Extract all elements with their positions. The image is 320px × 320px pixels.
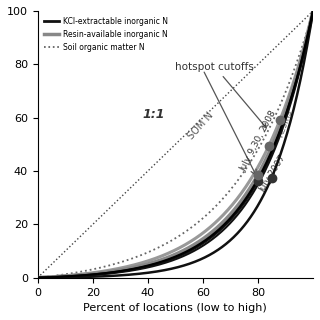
Text: July 2007: July 2007 xyxy=(258,154,288,194)
Text: SOM N: SOM N xyxy=(186,110,216,141)
Text: Resins: Resins xyxy=(276,108,294,138)
Text: 1:1: 1:1 xyxy=(142,108,165,121)
Text: hotspot cutoffs: hotspot cutoffs xyxy=(175,62,266,128)
Text: July 9,30, 2008: July 9,30, 2008 xyxy=(239,109,278,173)
X-axis label: Percent of locations (low to high): Percent of locations (low to high) xyxy=(84,303,267,313)
Legend: KCl-extractable inorganic N, Resin-available inorganic N, Soil organic matter N: KCl-extractable inorganic N, Resin-avail… xyxy=(42,15,170,54)
